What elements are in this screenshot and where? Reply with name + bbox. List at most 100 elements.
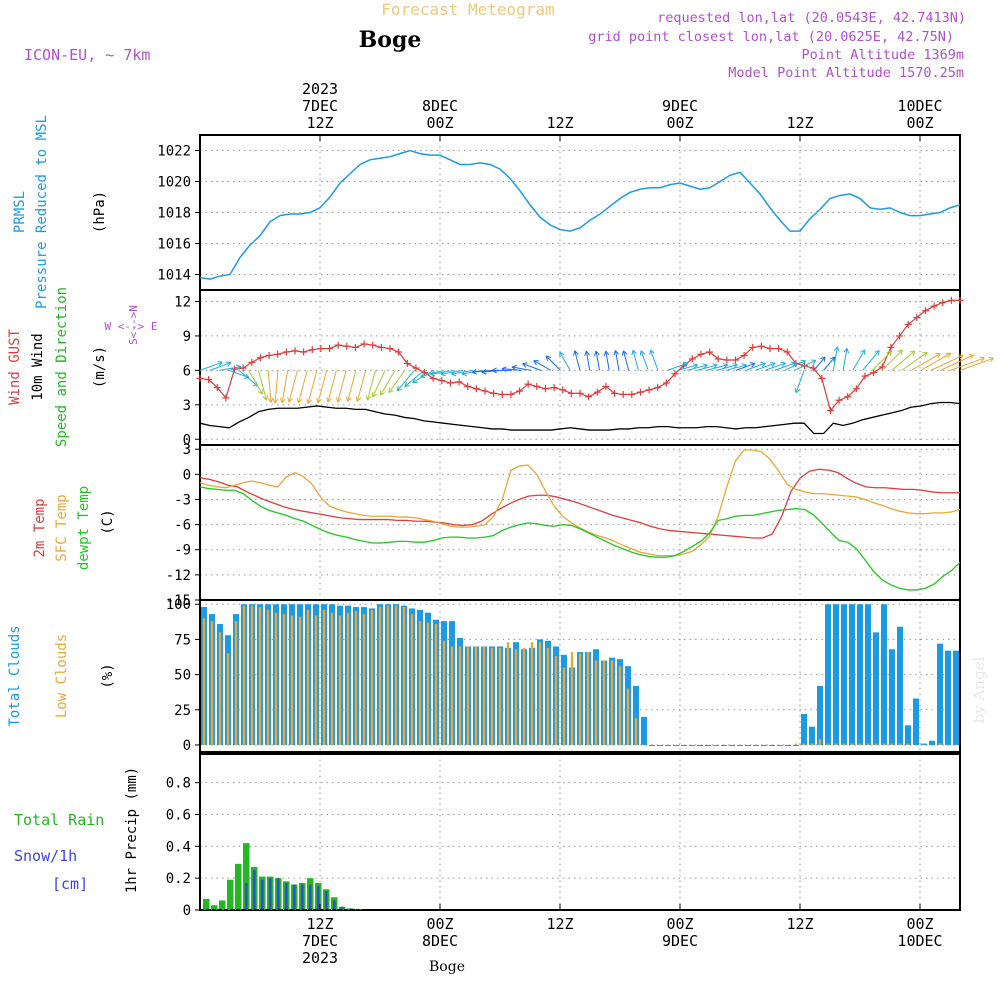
panel-frame [199,444,961,601]
time-label-top: 8DEC [422,97,458,115]
wind-arrow-head [235,364,242,368]
cloud-bar-low [290,615,294,745]
y-tick-label: -6 [174,518,191,534]
wind-arrow [813,356,826,371]
cloud-bar-total [777,744,783,746]
time-label-bottom: 12Z [546,915,573,933]
cloud-bar-low [442,640,446,745]
wind-arrow [199,360,223,371]
wind-arrow-head [780,361,786,364]
cloud-bar-low [370,609,374,745]
y-tick-label: 0.8 [166,776,191,792]
y-tick-label: 9 [183,329,191,345]
wind-arrow-shaft [317,370,328,403]
cloud-bar-total [753,744,759,746]
time-label-bottom: 9DEC [662,932,698,950]
wind-label: Speed and Direction [54,287,70,447]
precip-bar-snow [260,879,264,910]
wind-arrow-head [574,350,579,355]
cloud-bar-low [898,743,902,745]
wind-arrow-shaft [533,360,552,371]
wind-arrow-head [692,363,698,366]
gust-marker [213,384,221,392]
wind-arrow-shaft [559,351,571,371]
cloud-bar-low [618,666,622,745]
wind-arrow [471,368,493,375]
cloud-bar-low [530,642,534,745]
wind-arrow-head [713,364,718,369]
time-label-bottom: 10DEC [897,932,942,950]
cloud-bar-low [418,621,422,745]
gust-marker [559,386,567,394]
cloud-bar-low [874,743,878,745]
wind-arrow [365,370,376,401]
rain-legend: Total Rain [14,811,104,829]
cloud-bar-low [282,614,286,745]
wind-arrow [267,370,274,403]
y-tick-label: 0.2 [166,871,191,887]
wind-arrow-shaft [687,364,708,371]
wind-arrow-head [770,361,776,364]
wind-arrow-head [573,350,576,356]
cloud-bar-low [602,660,606,745]
wind-arrow-head [988,356,994,359]
wind-arrow-shaft [219,366,241,371]
gust-marker [481,387,489,395]
wind-arrow-head [491,367,497,371]
wind-arrow-head [812,360,817,365]
gust-marker [870,369,878,377]
gust-marker [654,384,662,392]
gust-marker [878,363,886,371]
cloud-bar-low [234,621,238,745]
wind-arrow-shaft [595,350,600,371]
precip-bar-snow [244,882,248,910]
cloud-bar-low [586,652,590,745]
wind-arrow-shaft [614,350,620,371]
y-tick-label: 0 [183,467,191,483]
wind-arrow [832,346,840,371]
cloud-bar-low [522,647,526,745]
y-tick-label: 12 [174,294,191,310]
y-tick-label: 3 [183,398,191,414]
wind-arrow-head [430,370,435,375]
wind-arrow-shaft [366,370,376,401]
wind-arrow-shaft [472,369,493,373]
wind-arrow [440,369,464,377]
panel-frame [199,753,961,911]
gust-marker [541,385,549,393]
cloud-bar-low [378,607,382,745]
wind-arrow-shaft [755,362,776,371]
y-tick-label: 75 [174,632,191,648]
wind-arrow-head [795,389,801,394]
cloud-bar-low [546,647,550,745]
cloud-bar-total [721,744,727,746]
wind-arrow-shaft [823,356,836,371]
y-tick-label: 6 [183,363,191,379]
wind-arrow-head [288,398,293,403]
gust-marker [645,386,653,394]
wind-arrow-head [970,354,974,360]
wind-arrow [940,354,974,371]
precip-bar-snow [300,884,304,910]
cloud-bar-low [906,743,910,745]
wind-arrow-head [723,364,728,369]
y-tick-label: 1014 [157,268,191,284]
gust-marker [455,378,463,386]
wind-arrow-head [649,349,652,355]
precip-bar-snow [332,900,336,910]
wind-arrow-shaft [852,349,866,371]
wind-arrow-shaft [726,364,747,371]
wind-arrow-head [900,349,903,356]
wind-label: 10m Wind [30,333,46,400]
wind-arrow-head [355,396,358,402]
cloud-bar-low [202,618,206,745]
wind-arrow-head [639,350,642,356]
time-label-top: 9DEC [662,97,698,115]
cloud-bar-low [626,688,630,745]
y-tick-label: 0.4 [166,839,191,855]
wind-arrow [794,359,817,371]
wind-arrow-head [420,376,426,379]
wind-arrow-head [886,350,892,353]
gust-marker [533,382,541,390]
wind-arrow [930,354,964,371]
